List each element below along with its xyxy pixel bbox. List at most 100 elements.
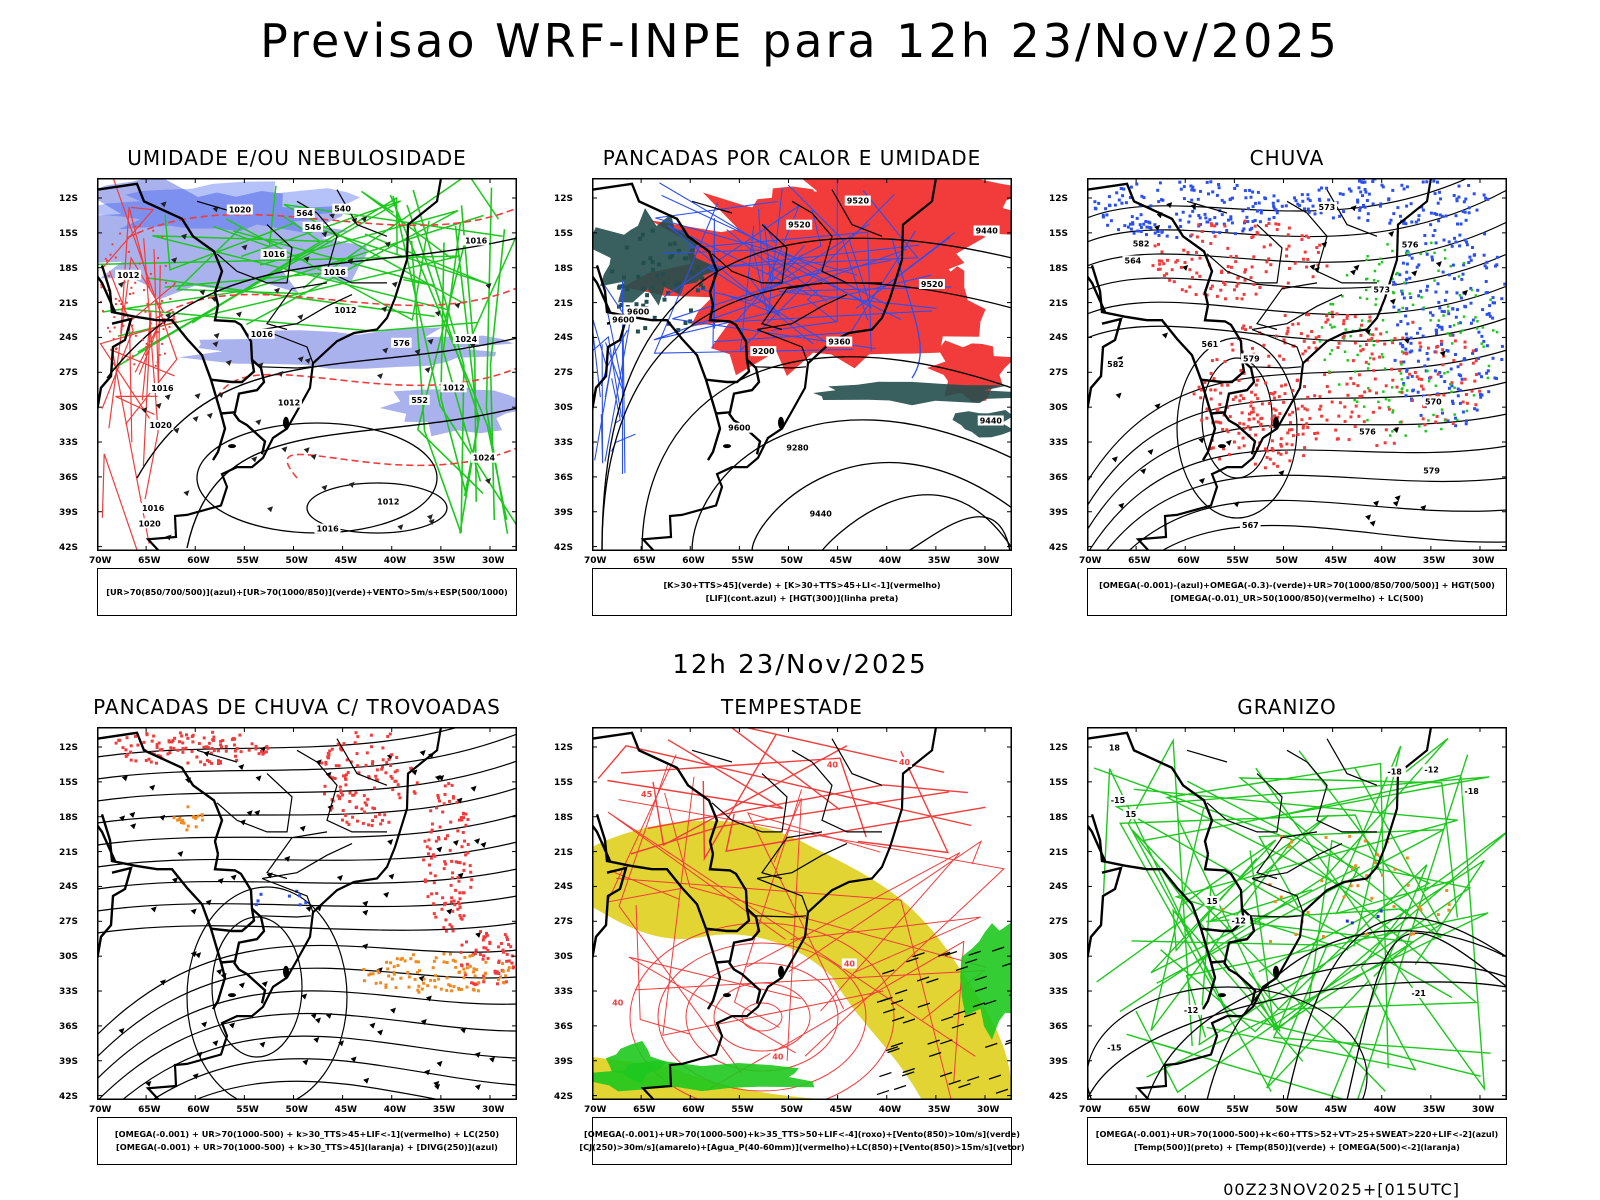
omega-green — [1457, 275, 1461, 278]
thunder-red — [481, 938, 485, 942]
streamline-arrow — [446, 908, 453, 915]
thunder-red — [250, 742, 254, 746]
thunder-red — [452, 899, 456, 903]
thunder-orange — [387, 974, 391, 978]
lifted-index-contour — [687, 231, 872, 352]
thunder-orange — [442, 960, 446, 964]
omega-blue — [1311, 204, 1315, 208]
panel-p5: TEMPESTADE 12S 15S 18S 21S 24S 27S 30S 33S 36S 39S… — [552, 695, 1032, 1175]
omega-blue — [1485, 344, 1489, 348]
omega-blue — [1153, 223, 1157, 227]
thunder-red — [202, 736, 206, 740]
omega-green — [1480, 342, 1483, 345]
omega500-orange — [1412, 932, 1415, 936]
thickness-speckle — [120, 303, 123, 305]
thunder-red — [168, 751, 172, 755]
thunder-red — [219, 743, 223, 747]
omega-blue — [1325, 186, 1329, 190]
thunder-red — [363, 801, 367, 805]
contour-label-bg — [784, 442, 811, 453]
wind-vector — [267, 506, 274, 513]
omega-red — [1267, 364, 1271, 368]
state-border — [1286, 200, 1308, 214]
omega-red — [1307, 346, 1311, 350]
omega-blue — [1454, 240, 1458, 244]
thickness-speckle — [123, 315, 126, 318]
omega-red — [1288, 428, 1291, 432]
thunder-red — [328, 749, 332, 753]
omega-red — [1153, 244, 1157, 248]
lifted-index-contour — [707, 244, 920, 346]
humidity-lower-contour — [137, 200, 401, 353]
omega-blue — [1482, 339, 1486, 343]
instability-green-speckle — [700, 276, 705, 281]
omega-red — [1213, 224, 1217, 228]
wind850-vector — [995, 1088, 1009, 1094]
streamline-arrow — [1190, 203, 1197, 210]
thunder-red — [469, 885, 473, 889]
thunder-red — [456, 907, 460, 911]
thickness-speckle — [107, 326, 109, 329]
thunder-red — [199, 760, 203, 764]
omega-red — [1342, 322, 1346, 326]
thunder-red — [219, 739, 223, 743]
thunder-red — [440, 907, 444, 911]
thickness-speckle — [114, 297, 117, 300]
omega-red — [1302, 339, 1306, 343]
thunder-red — [501, 948, 505, 952]
contour-label-bg — [1130, 238, 1152, 249]
country-border — [592, 275, 612, 313]
wind-vector — [217, 392, 224, 399]
omega-green — [1327, 311, 1331, 315]
lon-tick-label: 40W — [878, 556, 902, 566]
thunder-orange — [439, 987, 443, 991]
contour-label: 40 — [899, 758, 911, 767]
thunder-red — [374, 774, 378, 778]
omega-green — [1405, 252, 1408, 255]
omega-red — [1283, 314, 1287, 317]
contour-label: 1016 — [324, 268, 347, 277]
thunder-orange — [418, 969, 421, 973]
omega-red — [1165, 272, 1169, 276]
lagoon — [778, 416, 784, 429]
hail-blue — [1350, 921, 1354, 925]
lat-tick-label: 42S — [1049, 542, 1069, 553]
omega500-orange — [1392, 905, 1396, 908]
country-border — [592, 182, 719, 306]
lon-tick-label: 30W — [976, 1105, 1000, 1115]
lat-tick-label: 21S — [554, 298, 574, 309]
omega-red — [1238, 421, 1242, 425]
state-border — [1306, 212, 1377, 284]
streamline-arrow — [1111, 456, 1118, 463]
thunder-red — [171, 739, 175, 743]
country-border — [1087, 731, 1214, 855]
omega-blue — [1402, 382, 1406, 386]
panel-p1: UMIDADE E/OU NEBULOSIDADE 12S 15S 18S 21S 24S… — [57, 146, 537, 626]
lat-tick-label: 33S — [59, 987, 79, 998]
contour-label: 1024 — [473, 454, 496, 463]
omega-blue — [1454, 214, 1458, 218]
omega-red — [1226, 265, 1230, 268]
omega-blue — [1401, 292, 1404, 296]
wind850-vector — [958, 1082, 971, 1089]
wind850-vector — [883, 1008, 896, 1014]
omega-blue — [1485, 371, 1489, 375]
thunder-red — [323, 784, 327, 788]
omega-green — [1419, 252, 1422, 256]
instability-green-speckle — [695, 265, 700, 270]
thunder-red — [361, 821, 365, 825]
lc850-streamline — [790, 916, 981, 974]
omega-red — [1244, 268, 1247, 272]
omega-green — [1400, 387, 1404, 391]
thunder-red — [450, 925, 454, 929]
contour-label: 540 — [334, 205, 351, 214]
thunder-orange — [475, 968, 479, 972]
omega-blue — [1149, 204, 1153, 208]
thunder-orange — [477, 981, 481, 985]
country-border — [97, 317, 133, 412]
lat-tick-label: 24S — [554, 882, 574, 893]
state-border — [261, 294, 353, 331]
omega-blue — [1178, 218, 1182, 222]
thunder-red — [450, 896, 454, 900]
state-border — [831, 738, 883, 786]
